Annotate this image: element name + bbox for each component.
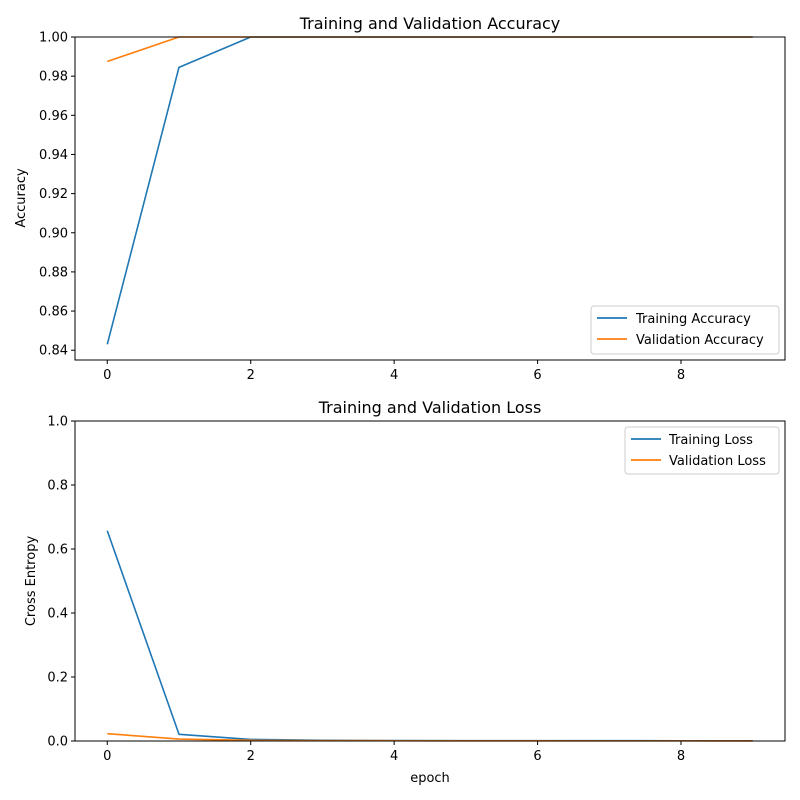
accuracy-chart-title: Training and Validation Accuracy — [299, 14, 561, 33]
loss-legend: Training Loss Validation Loss — [624, 426, 780, 475]
loss-subplot: Training and Validation Loss Cross Entro… — [24, 398, 786, 786]
loss-y-tick-label: 1.0 — [47, 415, 68, 430]
accuracy-y-tick-label: 0.86 — [39, 305, 68, 320]
loss-x-axis-label: epoch — [410, 771, 450, 786]
loss-x-tick-label: 8 — [677, 749, 685, 764]
accuracy-y-tick-label: 0.96 — [39, 109, 68, 124]
accuracy-x-tick-label: 6 — [533, 368, 541, 383]
accuracy-y-tick-label: 0.94 — [39, 148, 68, 163]
accuracy-subplot: Training and Validation Accuracy Accurac… — [14, 14, 786, 383]
validation-accuracy-legend-label: Validation Accuracy — [636, 333, 764, 348]
loss-y-tick-label: 0.4 — [47, 607, 68, 622]
accuracy-x-tick-label: 0 — [103, 368, 111, 383]
validation-loss-legend-label: Validation Loss — [669, 454, 766, 469]
loss-x-tick-label: 0 — [103, 749, 111, 764]
loss-y-tick-label: 0.8 — [47, 479, 68, 494]
accuracy-y-tick-label: 0.84 — [39, 344, 68, 359]
accuracy-y-tick-label: 0.98 — [39, 70, 68, 85]
accuracy-legend: Training Accuracy Validation Accuracy — [590, 305, 780, 355]
loss-x-tick-label: 4 — [390, 749, 398, 764]
loss-y-tick-label: 0.0 — [47, 735, 68, 750]
loss-x-tick-label: 2 — [247, 749, 255, 764]
loss-x-ticks: 0 2 4 6 8 — [103, 741, 685, 764]
training-accuracy-legend-label: Training Accuracy — [635, 312, 751, 327]
accuracy-x-ticks: 0 2 4 6 8 — [103, 360, 685, 383]
accuracy-y-tick-label: 0.88 — [39, 265, 68, 280]
accuracy-x-tick-label: 4 — [390, 368, 398, 383]
accuracy-legend-box — [590, 305, 780, 355]
accuracy-plot-frame — [74, 36, 786, 361]
loss-y-ticks: 0.0 0.2 0.4 0.6 0.8 1.0 — [47, 415, 75, 750]
accuracy-x-tick-label: 2 — [247, 368, 255, 383]
accuracy-y-tick-label: 0.90 — [39, 226, 68, 241]
loss-y-tick-label: 0.2 — [47, 671, 68, 686]
accuracy-y-tick-label: 1.00 — [39, 31, 68, 46]
loss-plot-frame — [74, 420, 786, 742]
loss-y-tick-label: 0.6 — [47, 543, 68, 558]
accuracy-y-ticks: 0.84 0.86 0.88 0.90 0.92 0.94 0.96 0.98 1.00 — [39, 31, 75, 359]
loss-chart-title: Training and Validation Loss — [318, 398, 542, 417]
loss-y-axis-label: Cross Entropy — [24, 536, 39, 627]
loss-legend-box — [624, 426, 780, 475]
loss-x-tick-label: 6 — [533, 749, 541, 764]
accuracy-y-axis-label: Accuracy — [14, 168, 29, 228]
accuracy-y-tick-label: 0.92 — [39, 187, 68, 202]
accuracy-x-tick-label: 8 — [677, 368, 685, 383]
training-loss-legend-label: Training Loss — [668, 433, 753, 448]
